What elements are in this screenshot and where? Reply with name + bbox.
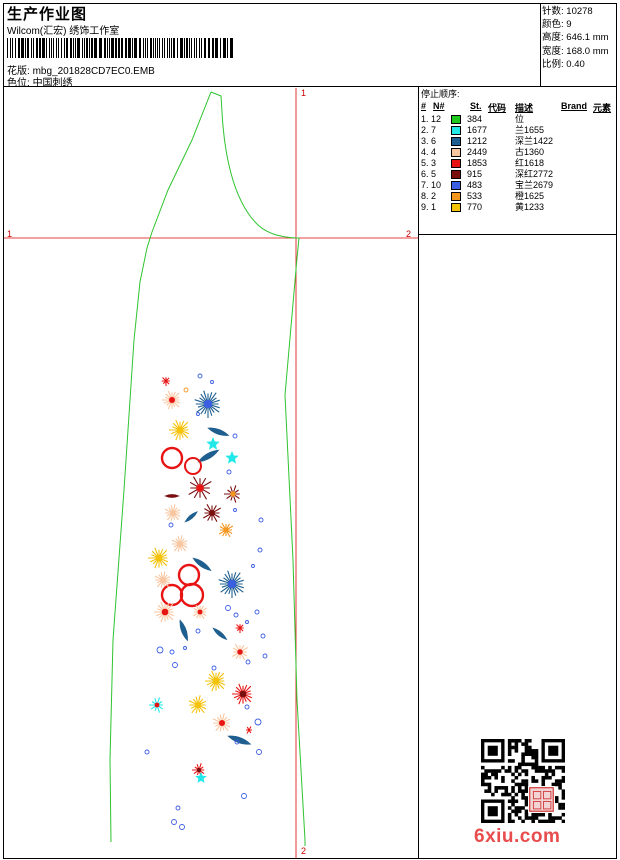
legend-row: 7. 10 483 宝兰2679: [421, 180, 617, 191]
legend-row-needle: 7. 10: [421, 180, 442, 190]
color-swatch: [451, 148, 461, 157]
site-watermark: 6xiu.com: [474, 826, 561, 847]
legend-header-needle: N#: [433, 101, 445, 111]
legend-row: 1. 12 384 位: [421, 114, 617, 125]
legend-row-description: 红1618: [515, 158, 545, 168]
color-swatch: [451, 137, 461, 146]
stat-width: 宽度: 168.0 mm: [542, 45, 609, 57]
legend-row: 6. 5 915 深红2772: [421, 169, 617, 180]
stat-colors: 颜色: 9: [542, 19, 572, 31]
legend-row-needle: 2. 7: [421, 125, 437, 135]
legend-row: 8. 2 533 橙1625: [421, 191, 617, 202]
h-axis-end-label: 2: [406, 229, 412, 239]
legend-header-elem: 元素: [593, 103, 612, 113]
color-swatch: [451, 126, 461, 135]
color-position-line: 色位: 中国刺绣: [7, 74, 73, 89]
color-stop-legend: 停止顺序: # N# St. 代码 描述 Brand 元素 1. 12 384 位 2…: [421, 88, 617, 213]
legend-row-description: 兰1655: [515, 125, 545, 135]
legend-row-description: 宝兰2679: [515, 180, 554, 190]
legend-row-stitches: 1212: [467, 136, 488, 146]
legend-header-brand: Brand: [561, 101, 588, 111]
color-swatch: [451, 181, 461, 190]
legend-row: 5. 3 1853 红1618: [421, 158, 617, 169]
color-swatch: [451, 170, 461, 179]
design-file-name: mbg_201828CD7EC0.EMB: [32, 66, 155, 77]
legend-row-description: 橙1625: [515, 191, 545, 201]
legend-row-needle: 6. 5: [421, 169, 437, 179]
legend-row-needle: 9. 1: [421, 202, 437, 212]
legend-row-description: 位: [515, 114, 525, 124]
legend-row-stitches: 384: [467, 114, 483, 124]
header-divider: [3, 86, 617, 87]
legend-bottom-divider: [418, 234, 617, 235]
design-file-line: 花版: mbg_201828CD7EC0.EMB: [7, 62, 155, 77]
legend-header-num: #: [421, 101, 427, 111]
sheet-border: [3, 3, 617, 859]
barcode: [7, 38, 233, 58]
legend-row-stitches: 770: [467, 202, 483, 212]
color-swatch: [451, 115, 461, 124]
stats-divider: [540, 3, 541, 86]
legend-row-needle: 8. 2: [421, 191, 437, 201]
legend-row: 2. 7 1677 兰1655: [421, 125, 617, 136]
legend-row: 9. 1 770 黄1233: [421, 202, 617, 213]
legend-header-code: 代码: [488, 103, 507, 113]
color-swatch: [451, 192, 461, 201]
stat-height: 高度: 646.1 mm: [542, 32, 609, 44]
legend-row: 4. 4 2449 古1360: [421, 147, 617, 158]
legend-row-stitches: 483: [467, 180, 483, 190]
qr-code: [481, 739, 565, 823]
legend-row-description: 深兰1422: [515, 136, 554, 146]
legend-row-needle: 3. 6: [421, 136, 437, 146]
legend-header-desc: 描述: [515, 103, 534, 113]
v-axis-start-label: 1: [301, 88, 307, 98]
stats-panel: 针数: 10278 颜色: 9 高度: 646.1 mm 宽度: 168.0 m…: [542, 5, 609, 71]
legend-header: # N# St. 代码 描述 Brand 元素: [421, 101, 617, 114]
v-axis-end-label: 2: [301, 846, 307, 856]
h-axis-start-label: 1: [7, 229, 13, 239]
stat-stitches: 针数: 10278: [542, 6, 593, 17]
legend-title: 停止顺序:: [421, 89, 460, 99]
legend-row-stitches: 1677: [467, 125, 488, 135]
legend-row-stitches: 533: [467, 191, 483, 201]
legend-row-stitches: 2449: [467, 147, 488, 157]
legend-row: 3. 6 1212 深兰1422: [421, 136, 617, 147]
legend-divider: [418, 86, 419, 859]
color-swatch: [451, 159, 461, 168]
color-position-value: 中国刺绣: [32, 78, 73, 89]
color-position-label: 色位:: [7, 78, 30, 89]
legend-row-needle: 1. 12: [421, 114, 442, 124]
legend-row-description: 古1360: [515, 147, 545, 157]
legend-row-description: 深红2772: [515, 169, 554, 179]
design-file-label: 花版:: [7, 66, 30, 77]
legend-row-needle: 4. 4: [421, 147, 437, 157]
legend-row-stitches: 915: [467, 169, 483, 179]
stat-scale: 比例: 0.40: [542, 58, 585, 70]
floral-embroidery-motifs: [144, 373, 268, 830]
legend-row-description: 黄1233: [515, 202, 545, 212]
company-name: Wilcom(汇宏) 绣饰工作室: [7, 26, 120, 37]
garment-outline: [109, 91, 306, 846]
legend-header-st: St.: [470, 101, 482, 111]
legend-row-stitches: 1853: [467, 158, 488, 168]
page-title: 生产作业图: [7, 6, 88, 23]
legend-row-needle: 5. 3: [421, 158, 437, 168]
color-swatch: [451, 203, 461, 212]
